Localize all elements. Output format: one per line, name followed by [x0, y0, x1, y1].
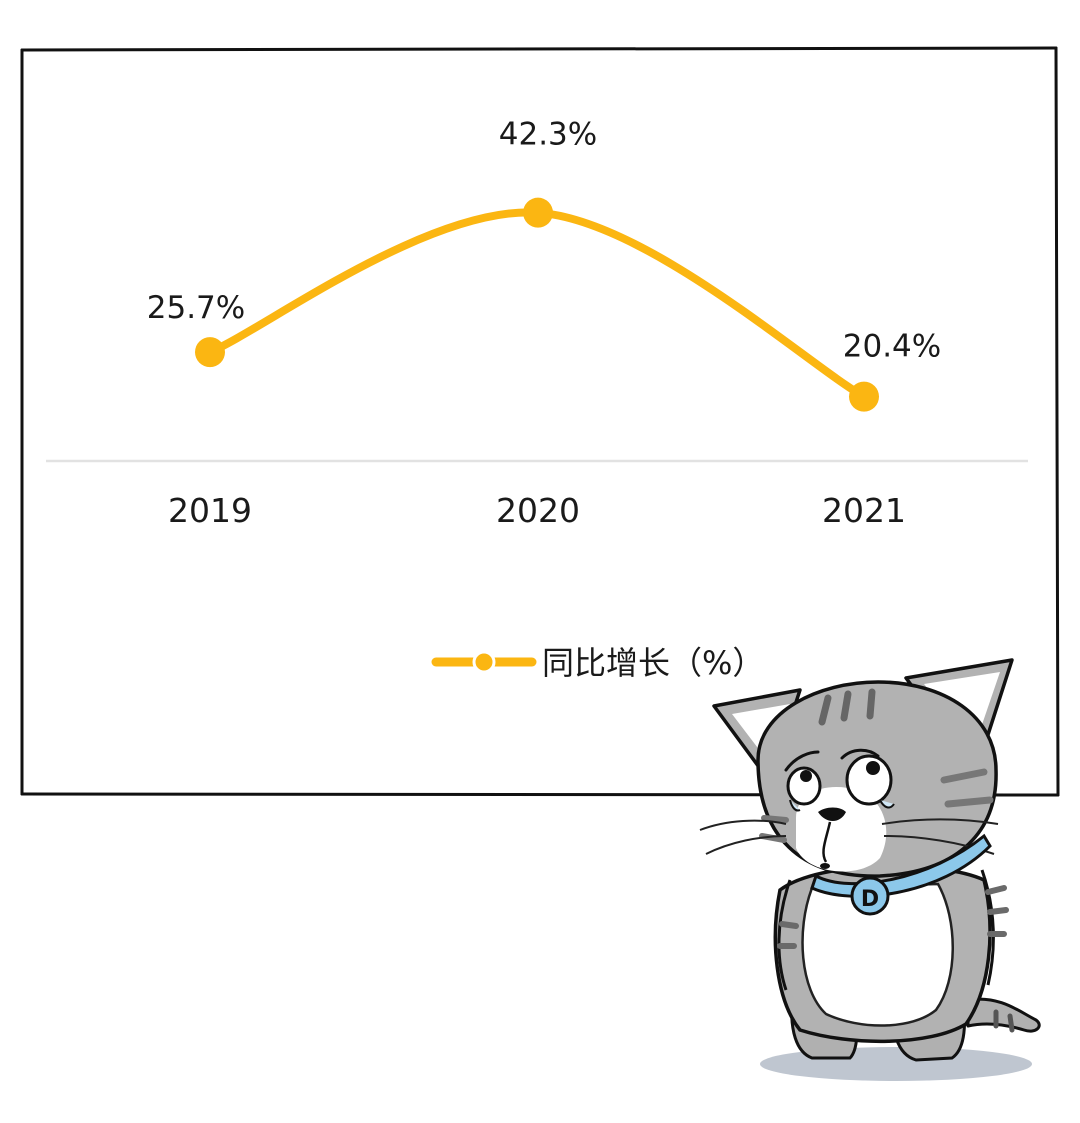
- value-label-2020: 42.3%: [499, 117, 597, 153]
- x-tick-label-2021: 2021: [822, 491, 906, 530]
- value-label-2021: 20.4%: [843, 329, 941, 365]
- data-point-2021: [849, 381, 879, 412]
- legend-label: 同比增长（%）: [542, 644, 764, 682]
- value-labels: 25.7% 42.3% 20.4%: [147, 117, 941, 365]
- value-label-2019: 25.7%: [147, 290, 245, 326]
- series-markers: [195, 197, 879, 412]
- data-point-2019: [195, 337, 225, 368]
- legend-marker-icon: [472, 650, 496, 674]
- x-tick-labels: 2019 2020 2021: [168, 491, 906, 530]
- sad-gray-tabby-cat-icon: D: [699, 658, 1041, 1081]
- collar-tag-letter: D: [861, 887, 879, 912]
- x-tick-label-2020: 2020: [496, 491, 580, 530]
- data-point-2020: [523, 197, 553, 228]
- x-tick-label-2019: 2019: [168, 491, 252, 530]
- series-line: [206, 208, 868, 401]
- legend: 同比增长（%）: [431, 644, 764, 682]
